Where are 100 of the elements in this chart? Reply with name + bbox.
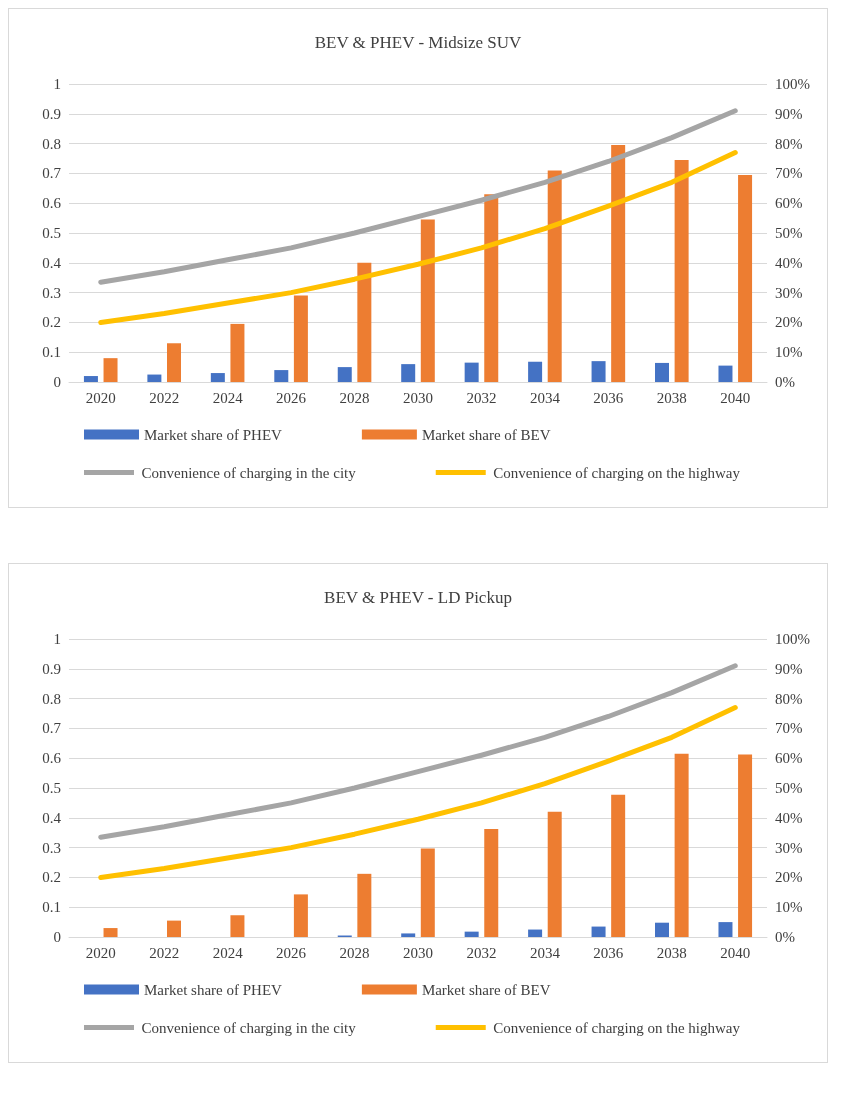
- x-tick-label: 2022: [149, 944, 180, 961]
- legend-label: Market share of PHEV: [144, 426, 283, 443]
- x-tick-label: 2028: [339, 389, 370, 406]
- y2-tick-label: 30%: [775, 284, 803, 301]
- y2-tick-label: 10%: [775, 899, 803, 916]
- bar: [718, 922, 733, 937]
- y2-tick-label: 20%: [775, 869, 803, 886]
- y-tick-label: 0.7: [42, 165, 62, 182]
- x-tick-label: 2022: [149, 389, 180, 406]
- y-tick-label: 0.6: [42, 750, 62, 767]
- x-tick-label: 2032: [466, 944, 497, 961]
- bar: [401, 364, 416, 382]
- bar: [547, 170, 562, 382]
- y-tick-label: 0.5: [42, 780, 61, 796]
- y2-tick-label: 60%: [775, 750, 803, 767]
- y-tick-label: 0.9: [42, 105, 61, 122]
- y2-tick-label: 80%: [775, 135, 803, 152]
- y-tick-label: 0.6: [42, 195, 62, 212]
- x-tick-label: 2032: [466, 389, 497, 406]
- bar: [293, 894, 308, 937]
- y-tick-label: 0.1: [42, 344, 61, 361]
- x-tick-label: 2040: [720, 944, 751, 961]
- bar: [464, 931, 479, 937]
- legend-label: Market share of BEV: [421, 426, 551, 443]
- y-tick-label: 0.2: [42, 314, 61, 331]
- legend-label: Convenience of charging on the highway: [493, 464, 741, 481]
- bar: [83, 376, 98, 382]
- bar: [484, 829, 499, 937]
- x-tick-label: 2030: [403, 944, 433, 961]
- y2-tick-label: 50%: [775, 780, 803, 796]
- y-tick-label: 0.4: [42, 254, 62, 271]
- y2-tick-label: 20%: [775, 314, 803, 331]
- y2-tick-label: 0%: [775, 929, 795, 945]
- bar: [738, 174, 753, 382]
- legend-label: Convenience of charging in the city: [141, 1019, 357, 1036]
- bar: [738, 754, 753, 937]
- y2-tick-label: 40%: [775, 809, 803, 826]
- x-tick-label: 2020: [85, 389, 116, 406]
- x-tick-label: 2026: [276, 389, 307, 406]
- legend-label: Convenience of charging in the city: [141, 464, 357, 481]
- y2-tick-label: 30%: [775, 839, 803, 856]
- y-tick-label: 0.5: [42, 225, 61, 241]
- x-tick-label: 2030: [403, 389, 433, 406]
- bar: [357, 262, 372, 382]
- x-tick-label: 2024: [212, 389, 244, 406]
- y2-tick-label: 100%: [775, 76, 810, 92]
- y2-tick-label: 80%: [775, 690, 803, 707]
- bar: [484, 194, 499, 382]
- y2-tick-label: 90%: [775, 660, 803, 677]
- y-tick-label: 0.8: [42, 135, 61, 152]
- y2-tick-label: 40%: [775, 254, 803, 271]
- bar: [611, 145, 626, 382]
- legend-label: Market share of PHEV: [144, 981, 283, 998]
- bar: [655, 362, 670, 382]
- legend-label: Convenience of charging on the highway: [493, 1019, 741, 1036]
- x-tick-label: 2024: [212, 944, 244, 961]
- chart-title: BEV & PHEV - Midsize SUV: [314, 33, 523, 52]
- x-tick-label: 2040: [720, 389, 751, 406]
- bar: [591, 361, 606, 382]
- bar: [464, 362, 479, 382]
- bar: [166, 920, 181, 937]
- bar: [611, 794, 626, 937]
- x-tick-label: 2020: [85, 944, 116, 961]
- bar: [591, 926, 606, 937]
- y-tick-label: 0.1: [42, 899, 61, 916]
- bar: [230, 915, 245, 937]
- y-tick-label: 0.3: [42, 839, 61, 856]
- y2-tick-label: 10%: [775, 344, 803, 361]
- y-tick-label: 1: [53, 631, 61, 647]
- y-tick-label: 0.9: [42, 660, 61, 677]
- bar: [528, 361, 543, 382]
- x-tick-label: 2038: [656, 944, 687, 961]
- x-tick-label: 2034: [529, 389, 561, 406]
- y-tick-label: 0: [53, 929, 61, 945]
- bar: [230, 323, 245, 382]
- bar: [547, 811, 562, 937]
- bar: [420, 848, 435, 937]
- bar: [420, 219, 435, 382]
- y2-tick-label: 100%: [775, 631, 810, 647]
- bar: [528, 929, 543, 937]
- y-tick-label: 0.7: [42, 720, 62, 737]
- y2-tick-label: 90%: [775, 105, 803, 122]
- bar: [718, 365, 733, 382]
- bar: [274, 370, 289, 382]
- y-tick-label: 1: [53, 76, 61, 92]
- x-tick-label: 2028: [339, 944, 370, 961]
- bar: [674, 159, 689, 382]
- bar: [401, 933, 416, 937]
- bar: [337, 367, 352, 382]
- y-tick-label: 0.8: [42, 690, 61, 707]
- bar: [103, 928, 118, 937]
- x-tick-label: 2026: [276, 944, 307, 961]
- bar: [655, 922, 670, 937]
- chart-title: BEV & PHEV - LD Pickup: [324, 588, 512, 607]
- y2-tick-label: 60%: [775, 195, 803, 212]
- bar: [103, 358, 118, 382]
- y-tick-label: 0: [53, 374, 61, 390]
- y2-tick-label: 70%: [775, 720, 803, 737]
- y-tick-label: 0.3: [42, 284, 61, 301]
- bar: [210, 373, 225, 382]
